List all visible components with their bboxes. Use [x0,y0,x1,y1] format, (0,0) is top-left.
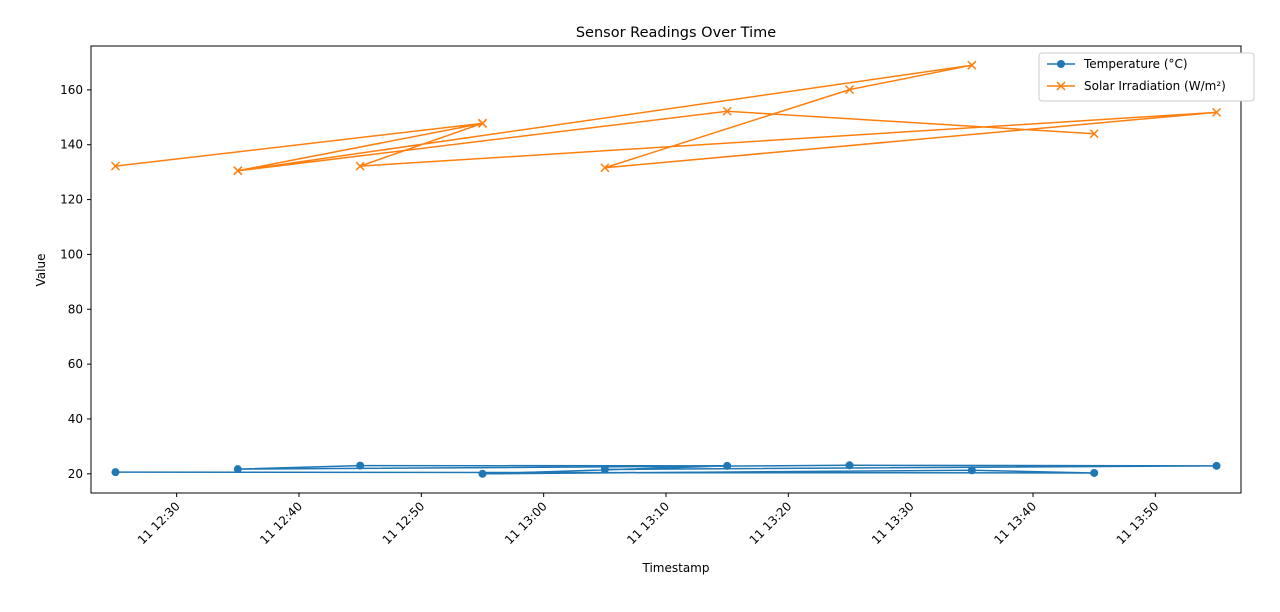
y-tick-label: 160 [60,83,83,97]
data-point [355,161,365,171]
data-point [1090,468,1099,477]
y-axis-title: Value [34,254,48,287]
legend-box [1038,52,1255,102]
data-point [967,60,977,70]
series-line-0 [115,464,1218,475]
y-tick-label: 100 [60,247,83,261]
data-point [845,461,854,470]
data-point [1211,107,1222,117]
chart-title: Sensor Readings Over Time [576,25,776,41]
data-point [233,465,242,474]
data-point [1212,461,1221,470]
data-point [844,85,855,95]
data-point [233,166,243,176]
data-point [722,106,732,116]
data-point [600,465,609,474]
y-tick-label: 120 [60,193,83,207]
y-tick-label: 40 [68,412,83,426]
data-point [723,461,732,470]
data-point [477,118,488,128]
legend-label-solar: Solar Irradiation (W/m²) [1084,79,1226,93]
data-point [110,161,120,171]
y-tick-label: 80 [68,302,83,316]
legend-marker-temperature [1057,60,1065,68]
y-tick-label: 60 [68,357,83,371]
plot-frame [90,45,1242,494]
data-point [478,469,487,478]
legend-label-temperature: Temperature (°C) [1083,57,1188,71]
y-tick-label: 20 [68,467,83,481]
data-point [111,468,120,477]
data-point [600,163,610,173]
y-tick-label: 140 [60,138,83,152]
data-point [1089,129,1099,139]
legend: Temperature (°C) Solar Irradiation (W/m²… [1038,52,1255,102]
legend-marker-solar [1056,81,1066,91]
data-point [356,461,365,470]
series-line-1 [115,64,1218,172]
data-point [967,466,976,475]
x-axis-title: Timestamp [642,561,710,575]
